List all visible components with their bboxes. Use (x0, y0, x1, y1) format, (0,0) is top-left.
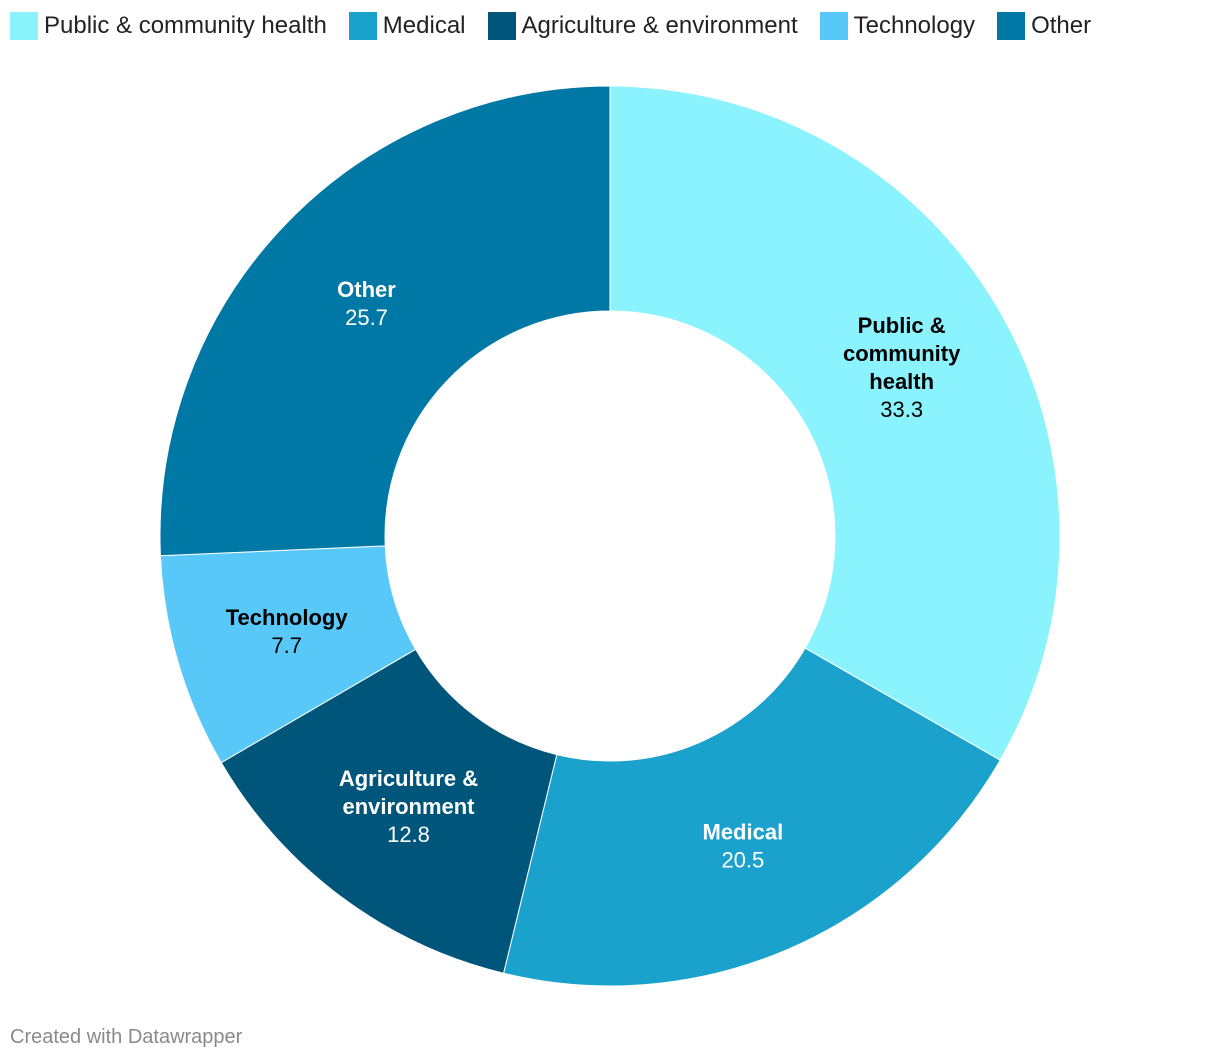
slice-name-line: Technology (226, 605, 349, 630)
slice-name-line: community (843, 341, 961, 366)
slice-name-line: Public & (858, 313, 946, 338)
slice-label-medical: Medical 20.5 (703, 820, 784, 873)
legend-label: Agriculture & environment (521, 12, 798, 39)
legend-swatch (997, 12, 1026, 40)
legend-swatch (487, 12, 516, 40)
slice-name-line: Medical (703, 820, 784, 845)
slice-agriculture-environment (220, 648, 558, 974)
slice-name-line: Agriculture & (339, 766, 478, 791)
slice-name-line: Other (337, 277, 396, 302)
legend-item-technology: Technology (819, 12, 976, 40)
slice-medical (502, 647, 1001, 987)
slice-value: 20.5 (721, 848, 764, 873)
slice-value: 33.3 (880, 397, 923, 422)
legend-label: Medical (382, 12, 466, 39)
slice-label-technology: Technology 7.7 (226, 605, 349, 658)
legend-item-medical: Medical (348, 12, 466, 40)
legend-item-other: Other (997, 12, 1091, 40)
slice-value: 7.7 (271, 633, 302, 658)
legend-label: Public & community health (44, 12, 327, 39)
legend-item-agriculture-environment: Agriculture & environment (487, 12, 798, 40)
slice-label-agriculture-environment: Agriculture & environment 12.8 (339, 766, 478, 847)
chart-legend: Public & community health Medical Agricu… (10, 12, 1113, 40)
slice-name-line: environment (342, 794, 475, 819)
slice-label-public-community-health: Public & community health 33.3 (843, 313, 961, 422)
slice-value: 25.7 (345, 305, 388, 330)
slice-value: 12.8 (387, 822, 430, 847)
legend-item-public-community-health: Public & community health (10, 12, 327, 40)
legend-swatch (819, 12, 848, 40)
slice-public-community-health (609, 85, 1061, 761)
slice-other (159, 85, 611, 557)
footer-credit: Created with Datawrapper (10, 1026, 243, 1048)
legend-label: Technology (853, 12, 976, 39)
slice-label-other: Other 25.7 (337, 277, 396, 330)
slice-name-line: health (869, 369, 934, 394)
legend-swatch (10, 12, 38, 40)
legend-swatch (348, 12, 377, 40)
legend-label: Other (1031, 12, 1092, 39)
